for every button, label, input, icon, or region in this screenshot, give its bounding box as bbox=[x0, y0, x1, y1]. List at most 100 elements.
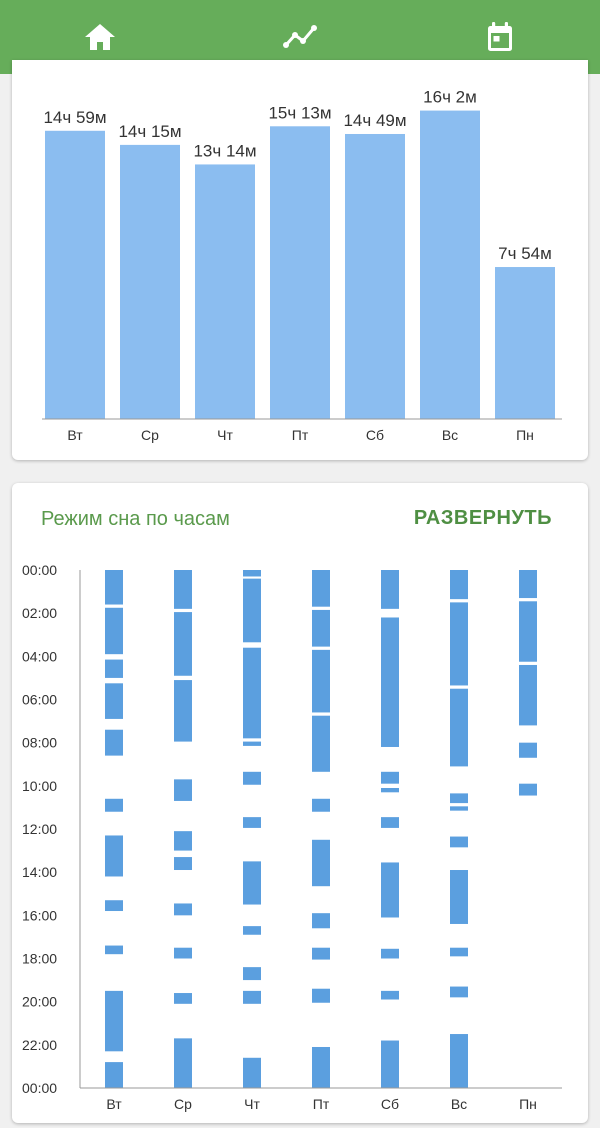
sleep-segment bbox=[174, 1038, 192, 1088]
bar-value-label: 13ч 14м bbox=[193, 141, 256, 160]
x-tick-label: Пн bbox=[519, 1096, 537, 1112]
bar-5 bbox=[420, 110, 480, 420]
sleep-segment bbox=[243, 1057, 261, 1088]
sleep-segment bbox=[450, 602, 468, 686]
bar-value-label: 14ч 59м bbox=[43, 108, 106, 127]
chart-line-icon bbox=[283, 25, 317, 48]
sleep-segment bbox=[381, 948, 399, 959]
sleep-segment bbox=[312, 1046, 330, 1088]
bar-2 bbox=[195, 164, 255, 419]
y-tick-label: 00:00 bbox=[22, 1080, 57, 1096]
sleep-segment bbox=[174, 612, 192, 676]
sleep-segment bbox=[381, 570, 399, 609]
tab-home[interactable] bbox=[0, 0, 200, 74]
sleep-segment bbox=[105, 1062, 123, 1088]
sleep-segment bbox=[450, 986, 468, 998]
sleep-segment bbox=[450, 793, 468, 804]
sleep-segment bbox=[105, 570, 123, 605]
y-tick-label: 06:00 bbox=[22, 692, 57, 708]
sleep-segment bbox=[312, 988, 330, 1003]
y-tick-label: 14:00 bbox=[22, 864, 57, 880]
y-tick-label: 12:00 bbox=[22, 821, 57, 837]
sleep-segment bbox=[105, 900, 123, 912]
daily-sleep-bar-chart: 14ч 59м Вт 14ч 15м Ср 13ч 14м Чт 15ч 13м Пт 14ч … bbox=[42, 88, 562, 443]
x-tick-label: Вс bbox=[451, 1096, 467, 1112]
sleep-segment bbox=[519, 742, 537, 758]
x-tick-label: Сб bbox=[366, 427, 384, 443]
sleep-segment bbox=[519, 783, 537, 796]
sleep-timeline-chart: 00:00 02:00 04:00 06:00 08:00 10:00 12:00 14:00… bbox=[22, 562, 562, 1112]
sleep-segment bbox=[381, 862, 399, 918]
sleep-segment bbox=[243, 817, 261, 828]
sleep-segment bbox=[174, 831, 192, 851]
sleep-segment bbox=[105, 607, 123, 655]
x-tick-label: Пн bbox=[516, 427, 534, 443]
x-tick-label: Ср bbox=[174, 1096, 192, 1112]
sleep-segment bbox=[243, 741, 261, 746]
bar-0 bbox=[45, 130, 105, 419]
sleep-segment bbox=[174, 993, 192, 1004]
sleep-segment bbox=[243, 570, 261, 577]
y-tick-label: 08:00 bbox=[22, 735, 57, 751]
sleep-segment bbox=[174, 570, 192, 609]
sleep-segment bbox=[243, 926, 261, 935]
y-tick-label: 16:00 bbox=[22, 907, 57, 923]
sleep-segment bbox=[312, 649, 330, 713]
x-tick-label: Ср bbox=[141, 427, 159, 443]
sleep-segment bbox=[105, 835, 123, 877]
sleep-segment bbox=[312, 839, 330, 887]
y-tick-label: 20:00 bbox=[22, 994, 57, 1010]
bar-1 bbox=[120, 144, 180, 419]
x-tick-label: Пт bbox=[313, 1096, 330, 1112]
bar-value-label: 14ч 15м bbox=[118, 122, 181, 141]
x-tick-label: Сб bbox=[381, 1096, 399, 1112]
bar-value-label: 14ч 49м bbox=[343, 111, 406, 130]
calendar-icon bbox=[488, 22, 512, 51]
sleep-segment bbox=[450, 870, 468, 924]
sleep-segment bbox=[105, 683, 123, 719]
bar-value-label: 7ч 54м bbox=[498, 244, 552, 263]
expand-button[interactable]: РАЗВЕРНУТЬ bbox=[413, 507, 552, 529]
sleep-segment bbox=[312, 609, 330, 647]
sleep-segment bbox=[243, 578, 261, 643]
sleep-segment bbox=[450, 1034, 468, 1088]
sleep-segment bbox=[519, 570, 537, 599]
sleep-segment bbox=[105, 990, 123, 1052]
sleep-segment bbox=[312, 715, 330, 772]
sleep-segment bbox=[174, 779, 192, 801]
sleep-segment bbox=[243, 990, 261, 1004]
x-tick-label: Пт bbox=[292, 427, 309, 443]
sleep-segment bbox=[450, 836, 468, 848]
y-tick-label: 02:00 bbox=[22, 605, 57, 621]
sleep-segment bbox=[519, 601, 537, 662]
sleep-segment bbox=[312, 913, 330, 929]
bar-6 bbox=[495, 267, 555, 419]
sleep-segment bbox=[243, 647, 261, 739]
sleep-segment bbox=[450, 947, 468, 957]
tab-calendar[interactable] bbox=[400, 0, 600, 74]
sleep-segment bbox=[312, 798, 330, 812]
bar-value-label: 16ч 2м bbox=[423, 88, 477, 107]
sleep-segment bbox=[519, 664, 537, 726]
daily-sleep-card: 14ч 59м Вт 14ч 15м Ср 13ч 14м Чт 15ч 13м Пт 14ч … bbox=[12, 60, 588, 460]
bar-4 bbox=[345, 133, 405, 419]
sleep-segment bbox=[243, 967, 261, 981]
y-tick-label: 10:00 bbox=[22, 778, 57, 794]
sleep-segment bbox=[105, 729, 123, 756]
sleep-segment bbox=[381, 990, 399, 1000]
section-title: Режим сна по часам bbox=[41, 508, 230, 530]
home-icon bbox=[85, 24, 115, 50]
sleep-segment bbox=[174, 903, 192, 916]
sleep-segment bbox=[243, 771, 261, 785]
sleep-segment bbox=[312, 570, 330, 607]
y-tick-label: 04:00 bbox=[22, 648, 57, 664]
sleep-segment bbox=[381, 1040, 399, 1088]
y-tick-label: 00:00 bbox=[22, 562, 57, 578]
x-tick-label: Вт bbox=[106, 1096, 122, 1112]
x-tick-label: Вт bbox=[67, 427, 83, 443]
sleep-segment bbox=[450, 806, 468, 811]
sleep-segment bbox=[381, 771, 399, 784]
sleep-segment bbox=[174, 680, 192, 742]
sleep-segment bbox=[450, 570, 468, 600]
sleep-segment bbox=[105, 945, 123, 955]
